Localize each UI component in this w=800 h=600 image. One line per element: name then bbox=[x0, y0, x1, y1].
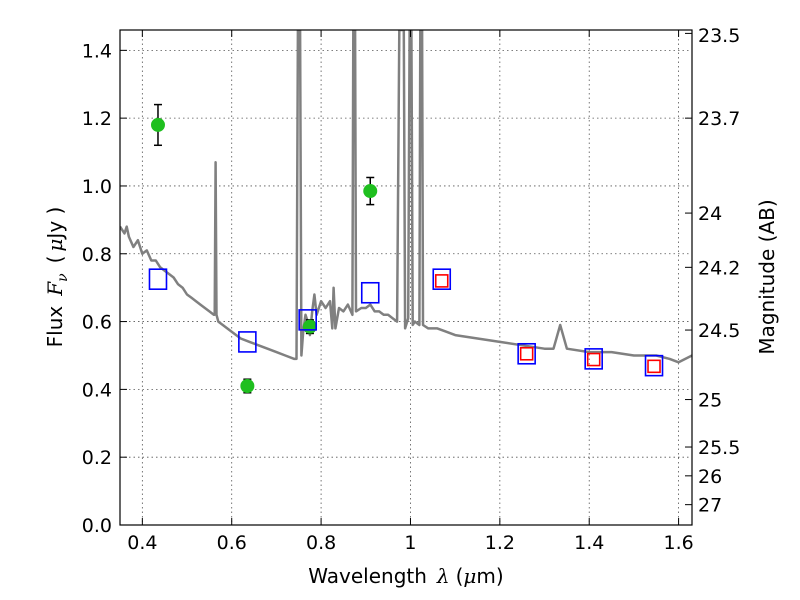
y-tick-label: 0.6 bbox=[82, 312, 112, 334]
model-square-blue bbox=[584, 348, 603, 370]
y-tick-label: 1.4 bbox=[82, 40, 112, 62]
y2-tick-label: 25.5 bbox=[698, 437, 740, 459]
y-tick-label: 0.0 bbox=[82, 515, 112, 537]
y2-tick-label: 25 bbox=[698, 390, 722, 412]
model-square-blue bbox=[517, 342, 536, 365]
y2-tick-label: 24.2 bbox=[698, 257, 740, 279]
x-tick-label: 0.8 bbox=[306, 532, 336, 554]
photometry-point bbox=[302, 319, 317, 334]
y-tick-label: 0.4 bbox=[82, 379, 112, 401]
model-square-blue bbox=[644, 354, 664, 377]
model-square-blue bbox=[432, 268, 452, 290]
y-tick-label: 0.8 bbox=[82, 244, 112, 266]
y2-tick-label: 23.7 bbox=[698, 108, 740, 130]
x-axis-label: Wavelength λ (μm) bbox=[308, 564, 503, 588]
spectrum-line bbox=[120, 30, 692, 364]
x-tick-label: 1.6 bbox=[663, 532, 693, 554]
model-square-red bbox=[434, 274, 449, 288]
y2-axis-label: Magnitude (AB) bbox=[755, 199, 779, 354]
x-tick-label: 1 bbox=[404, 532, 416, 554]
y2-tick-label: 27 bbox=[698, 495, 722, 517]
x-tick-label: 0.4 bbox=[127, 532, 157, 554]
spectrum-series bbox=[120, 30, 692, 364]
y-tick-label: 1.2 bbox=[82, 108, 112, 130]
x-tick-label: 1.2 bbox=[485, 532, 515, 554]
photometry-markers bbox=[148, 103, 664, 394]
y-tick-label: 1.0 bbox=[82, 176, 112, 198]
y-axis-label: FluxFν(μJy ) bbox=[43, 207, 71, 348]
x-tick-label: 1.4 bbox=[574, 532, 604, 554]
model-square-red bbox=[586, 352, 601, 367]
model-square-red bbox=[519, 346, 534, 361]
y2-tick-label: 24 bbox=[698, 203, 722, 225]
y2-tick-label: 24.5 bbox=[698, 320, 740, 342]
model-square-blue bbox=[148, 268, 168, 290]
x-tick-label: 0.6 bbox=[217, 532, 247, 554]
model-square-blue bbox=[298, 309, 317, 331]
photometry-point bbox=[150, 117, 165, 132]
axis-ticks: 0.4 0.6 0.8 1 1.2 1.4 1.6 0.0 0.2 0.4 0.6 0.8 1.0 1.2… bbox=[82, 25, 741, 554]
plot-frame bbox=[119, 29, 693, 526]
photometry-point bbox=[240, 378, 255, 393]
model-square-blue bbox=[360, 281, 380, 304]
y-tick-label: 0.2 bbox=[82, 447, 112, 469]
model-square-blue bbox=[238, 331, 257, 353]
model-square-red bbox=[647, 359, 661, 374]
photometry-point bbox=[363, 184, 378, 199]
y2-tick-label: 26 bbox=[698, 466, 722, 488]
y2-tick-label: 23.5 bbox=[698, 25, 740, 47]
